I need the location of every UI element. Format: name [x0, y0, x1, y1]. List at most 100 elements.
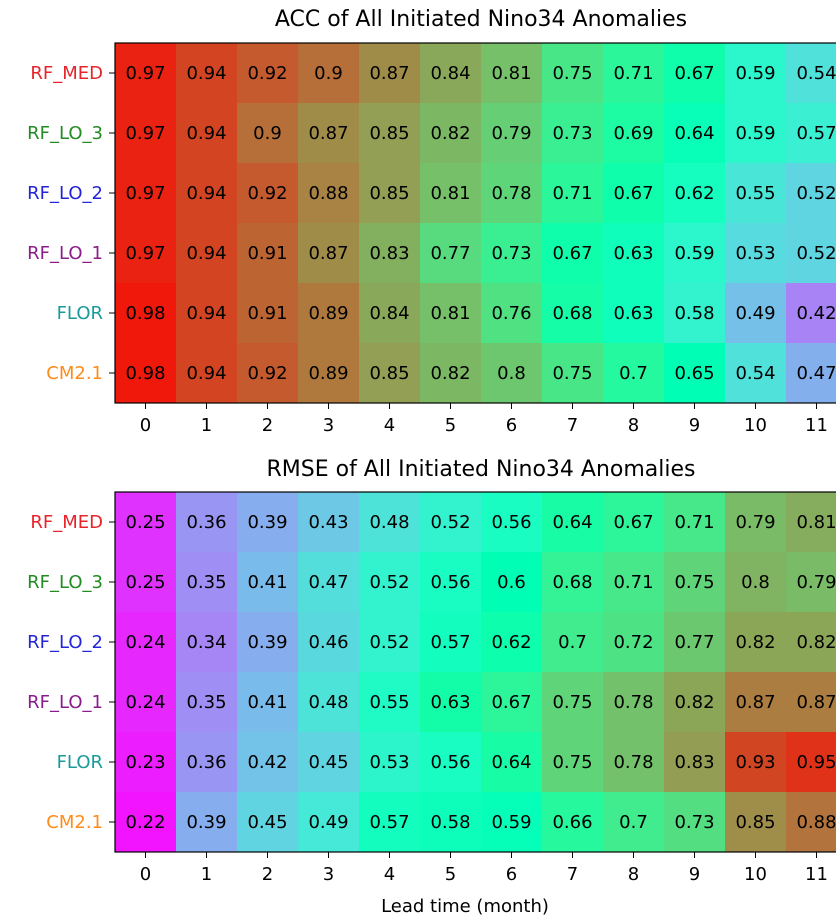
- cell-value-label: 0.91: [247, 243, 287, 264]
- cell-value-label: 0.77: [674, 632, 714, 653]
- cell-value-label: 0.87: [308, 123, 348, 144]
- y-tick-label: RF_MED: [30, 63, 103, 84]
- cell-value-label: 0.91: [247, 303, 287, 324]
- cell-value-label: 0.77: [430, 243, 470, 264]
- heatmap-cell: [298, 223, 359, 283]
- cell-value-label: 0.75: [552, 63, 592, 84]
- heatmap-cell: [176, 552, 237, 612]
- heatmap-cell: [298, 792, 359, 852]
- y-tick-label: CM2.1: [46, 812, 103, 833]
- heatmap-cell: [237, 792, 298, 852]
- heatmap-cell: [786, 103, 836, 163]
- heatmap-cell: [298, 283, 359, 343]
- cell-value-label: 0.24: [125, 692, 165, 713]
- heatmap-cell: [603, 223, 664, 283]
- x-tick-label: 9: [689, 864, 700, 885]
- x-tick-label: 5: [445, 415, 456, 436]
- heatmap-cell: [481, 103, 542, 163]
- cell-value-label: 0.98: [125, 363, 165, 384]
- cell-value-label: 0.57: [430, 632, 470, 653]
- heatmap-cell: [420, 672, 481, 732]
- cell-value-label: 0.87: [308, 243, 348, 264]
- cell-value-label: 0.84: [430, 63, 470, 84]
- cell-value-label: 0.52: [796, 243, 836, 264]
- heatmap-cell: [237, 163, 298, 223]
- cell-value-label: 0.34: [186, 632, 226, 653]
- heatmap-cell: [237, 732, 298, 792]
- heatmap-cell: [420, 283, 481, 343]
- x-tick-label: 8: [628, 415, 639, 436]
- y-tick-label: RF_LO_2: [27, 183, 103, 204]
- cell-value-label: 0.56: [430, 572, 470, 593]
- x-tick-label: 2: [262, 415, 273, 436]
- cell-value-label: 0.68: [552, 303, 592, 324]
- heatmap-cell: [603, 283, 664, 343]
- heatmap-cell: [237, 103, 298, 163]
- heatmap-cell: [664, 672, 725, 732]
- heatmap-cell: [603, 792, 664, 852]
- heatmap-cell: [298, 492, 359, 552]
- x-tick-label: 6: [506, 864, 517, 885]
- heatmap-cell: [786, 43, 836, 103]
- cell-value-label: 0.52: [430, 512, 470, 533]
- heatmap-cell: [176, 43, 237, 103]
- heatmap-cell: [359, 43, 420, 103]
- cell-value-label: 0.53: [735, 243, 775, 264]
- cell-value-label: 0.9: [314, 63, 343, 84]
- cell-value-label: 0.82: [796, 632, 836, 653]
- heatmap-cell: [420, 163, 481, 223]
- heatmap-cell: [115, 223, 176, 283]
- heatmap-cell: [786, 552, 836, 612]
- x-tick-label: 11: [805, 864, 828, 885]
- cell-value-label: 0.87: [735, 692, 775, 713]
- heatmap-cell: [481, 283, 542, 343]
- heatmap-cell: [298, 672, 359, 732]
- cell-value-label: 0.39: [247, 512, 287, 533]
- heatmap-panel-1: RMSE of All Initiated Nino34 Anomalies 0.…: [27, 457, 836, 917]
- cell-value-label: 0.79: [491, 123, 531, 144]
- x-tick-label: 10: [744, 864, 767, 885]
- cell-value-label: 0.81: [796, 512, 836, 533]
- cell-value-label: 0.35: [186, 692, 226, 713]
- cell-value-label: 0.87: [796, 692, 836, 713]
- cell-value-label: 0.98: [125, 303, 165, 324]
- cell-value-label: 0.8: [741, 572, 770, 593]
- heatmap-cell: [115, 792, 176, 852]
- x-tick-label: 9: [689, 415, 700, 436]
- x-tick-label: 1: [201, 415, 212, 436]
- heatmap-cell: [359, 163, 420, 223]
- cell-value-label: 0.64: [491, 752, 531, 773]
- cell-value-label: 0.82: [674, 692, 714, 713]
- cell-value-label: 0.97: [125, 183, 165, 204]
- heatmap-cell: [664, 103, 725, 163]
- x-tick-label: 5: [445, 864, 456, 885]
- cell-value-label: 0.7: [619, 812, 648, 833]
- cell-value-label: 0.48: [369, 512, 409, 533]
- heatmap-cell: [603, 492, 664, 552]
- y-tick-label: RF_MED: [30, 512, 103, 533]
- chart-title: RMSE of All Initiated Nino34 Anomalies: [266, 457, 695, 482]
- heatmap-cell: [603, 43, 664, 103]
- heatmap-cell: [115, 492, 176, 552]
- heatmap-cell: [542, 672, 603, 732]
- heatmap-cell: [115, 552, 176, 612]
- heatmap-cell: [542, 223, 603, 283]
- cell-value-label: 0.75: [674, 572, 714, 593]
- cell-value-label: 0.78: [613, 752, 653, 773]
- heatmap-cell: [237, 672, 298, 732]
- cell-value-label: 0.82: [430, 363, 470, 384]
- heatmap-cell: [725, 732, 786, 792]
- cell-value-label: 0.85: [369, 123, 409, 144]
- y-tick-label: CM2.1: [46, 363, 103, 384]
- heatmap-cell: [115, 612, 176, 672]
- cell-value-label: 0.67: [613, 512, 653, 533]
- heatmap-cell: [481, 732, 542, 792]
- heatmap-cell: [359, 283, 420, 343]
- heatmap-cell: [481, 163, 542, 223]
- cell-value-label: 0.52: [369, 632, 409, 653]
- heatmap-cell: [542, 792, 603, 852]
- heatmap-cell: [115, 283, 176, 343]
- cell-value-label: 0.67: [613, 183, 653, 204]
- heatmap-cell: [420, 792, 481, 852]
- cell-value-label: 0.9: [253, 123, 282, 144]
